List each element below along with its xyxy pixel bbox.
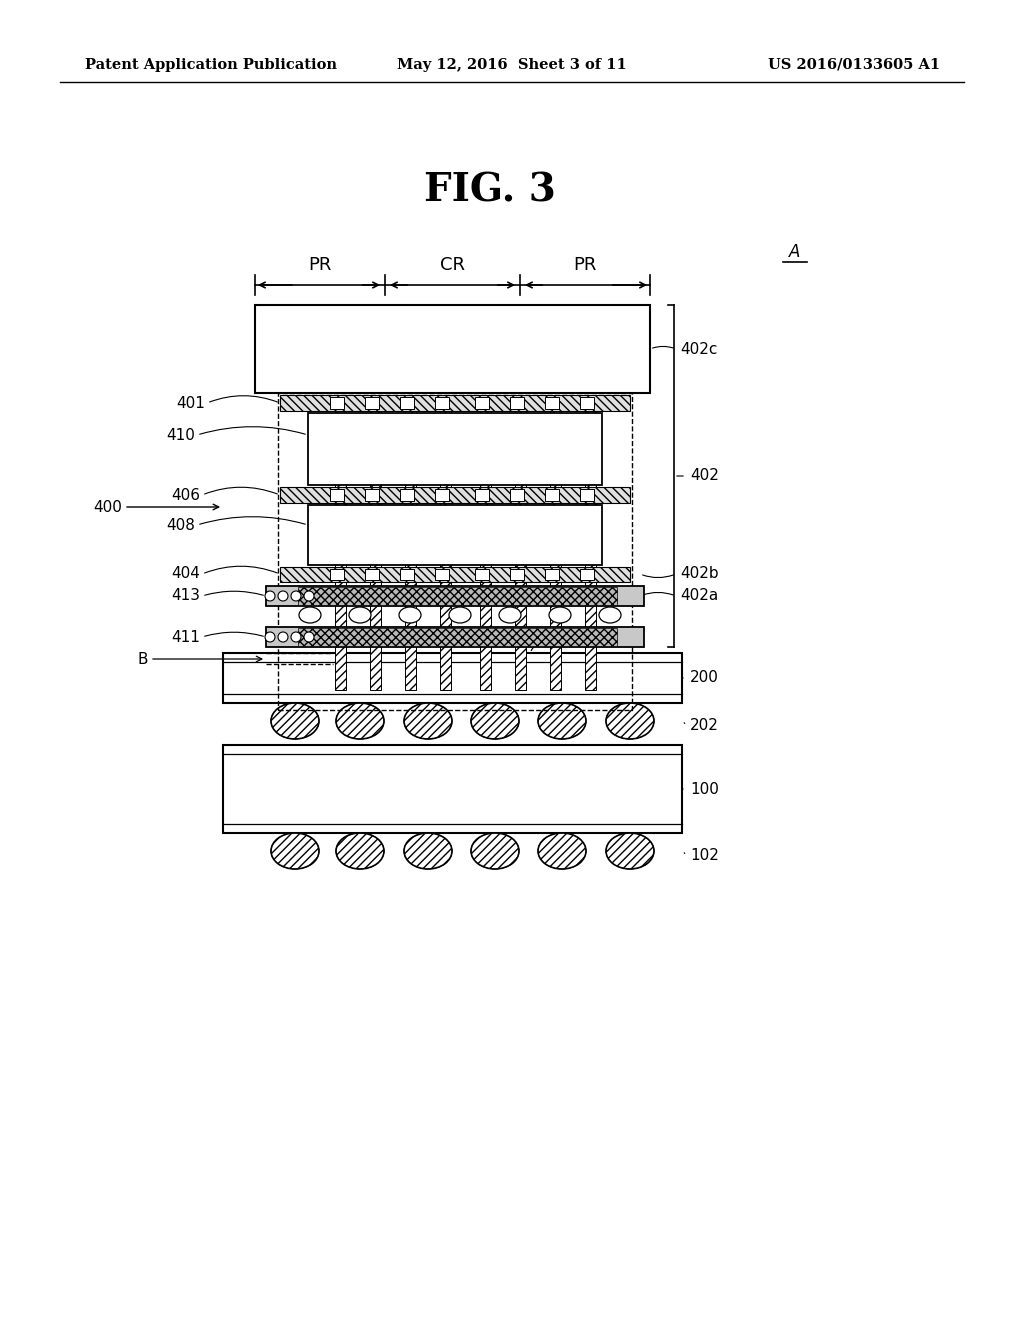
Text: PR: PR [573,256,597,275]
Bar [308,413,602,484]
Ellipse shape [271,833,319,869]
Text: FIG. 3: FIG. 3 [424,172,556,209]
Text: 402c: 402c [680,342,718,356]
Text: A: A [790,243,801,261]
Text: 411: 411 [171,630,200,644]
Text: 100: 100 [690,781,719,796]
Text: 102: 102 [690,849,719,863]
Circle shape [265,632,275,642]
Bar [330,569,344,579]
Text: 402a: 402a [680,589,718,603]
Text: CR: CR [440,256,465,275]
Ellipse shape [299,607,321,623]
Text: Patent Application Publication: Patent Application Publication [85,58,337,73]
Bar [545,488,559,502]
Ellipse shape [349,607,371,623]
Bar [440,395,451,690]
Text: 403: 403 [545,631,574,647]
Bar [365,488,379,502]
Bar [266,627,644,647]
Circle shape [278,632,288,642]
Bar [335,395,346,690]
Circle shape [291,632,301,642]
Bar [510,488,524,502]
Bar [400,569,414,579]
Text: 401: 401 [176,396,205,411]
Text: 408: 408 [166,517,195,532]
Bar [580,569,594,579]
Bar [330,488,344,502]
Text: 200: 200 [690,671,719,685]
Bar [365,397,379,409]
Bar [308,506,602,565]
Ellipse shape [538,704,586,739]
Text: 202: 202 [690,718,719,734]
Bar [550,395,561,690]
Bar [370,395,381,690]
Text: US 2016/0133605 A1: US 2016/0133605 A1 [768,58,940,73]
Bar [278,393,632,710]
Bar [515,395,526,690]
Ellipse shape [549,607,571,623]
Ellipse shape [538,833,586,869]
Bar [365,569,379,579]
Bar [298,628,617,645]
Ellipse shape [404,704,452,739]
Bar [435,488,449,502]
Bar [406,395,416,690]
Bar [510,569,524,579]
Ellipse shape [399,607,421,623]
Circle shape [265,591,275,601]
Text: May 12, 2016  Sheet 3 of 11: May 12, 2016 Sheet 3 of 11 [397,58,627,73]
Bar [400,397,414,409]
Bar [435,397,449,409]
Bar [223,653,682,704]
Text: 406: 406 [171,487,200,503]
Ellipse shape [606,833,654,869]
Bar [580,397,594,409]
Circle shape [304,632,314,642]
Ellipse shape [271,704,319,739]
Bar [255,305,650,393]
Ellipse shape [599,607,621,623]
Text: 402: 402 [690,469,719,483]
Ellipse shape [336,833,384,869]
Bar [400,488,414,502]
Ellipse shape [606,704,654,739]
Bar [280,395,630,411]
Bar [298,587,617,605]
Bar [510,397,524,409]
Ellipse shape [499,607,521,623]
Text: 410: 410 [166,428,195,442]
Ellipse shape [471,833,519,869]
Bar [475,397,489,409]
Bar [585,395,596,690]
Bar [580,488,594,502]
Text: PR: PR [308,256,332,275]
Circle shape [304,591,314,601]
Bar [223,744,682,833]
Text: 402b: 402b [680,566,719,582]
Circle shape [291,591,301,601]
Ellipse shape [471,704,519,739]
Bar [280,487,630,503]
Text: 413: 413 [171,589,200,603]
Bar [266,586,644,606]
Bar [280,568,630,582]
Ellipse shape [404,833,452,869]
Text: B: B [137,652,148,667]
Text: 404: 404 [171,566,200,582]
Bar [475,569,489,579]
Bar [330,397,344,409]
Ellipse shape [336,704,384,739]
Circle shape [278,591,288,601]
Bar [545,397,559,409]
Bar [435,569,449,579]
Ellipse shape [449,607,471,623]
Bar [480,395,490,690]
Bar [545,569,559,579]
Text: 400: 400 [93,499,122,515]
Bar [475,488,489,502]
